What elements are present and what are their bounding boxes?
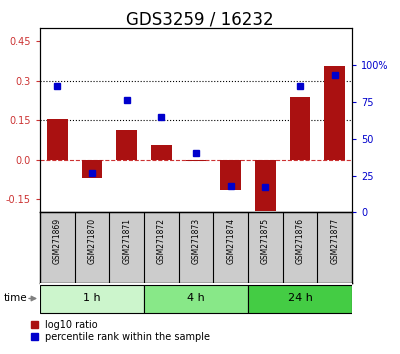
Bar — [47, 119, 68, 160]
Bar — [82, 160, 102, 178]
Bar — [116, 130, 137, 160]
Text: 24 h: 24 h — [288, 293, 312, 303]
Bar — [151, 145, 172, 160]
Text: GSM271874: GSM271874 — [226, 218, 235, 264]
Bar — [144, 285, 248, 314]
Text: GSM271870: GSM271870 — [88, 218, 96, 264]
Text: GSM271872: GSM271872 — [157, 218, 166, 264]
Legend: log10 ratio, percentile rank within the sample: log10 ratio, percentile rank within the … — [29, 318, 212, 344]
Bar — [248, 285, 352, 314]
Bar — [186, 160, 206, 161]
Bar — [290, 97, 310, 160]
Text: GSM271869: GSM271869 — [53, 218, 62, 264]
Text: GSM271877: GSM271877 — [330, 218, 339, 264]
Text: GSM271873: GSM271873 — [192, 218, 200, 264]
Text: GDS3259 / 16232: GDS3259 / 16232 — [126, 11, 274, 29]
Text: GSM271876: GSM271876 — [296, 218, 304, 264]
Text: 4 h: 4 h — [187, 293, 205, 303]
Text: GSM271875: GSM271875 — [261, 218, 270, 264]
Text: time: time — [4, 293, 28, 303]
Bar — [255, 160, 276, 211]
Text: 1 h: 1 h — [83, 293, 101, 303]
Bar — [324, 67, 345, 160]
Bar — [40, 285, 144, 314]
Text: GSM271871: GSM271871 — [122, 218, 131, 264]
Bar — [220, 160, 241, 190]
